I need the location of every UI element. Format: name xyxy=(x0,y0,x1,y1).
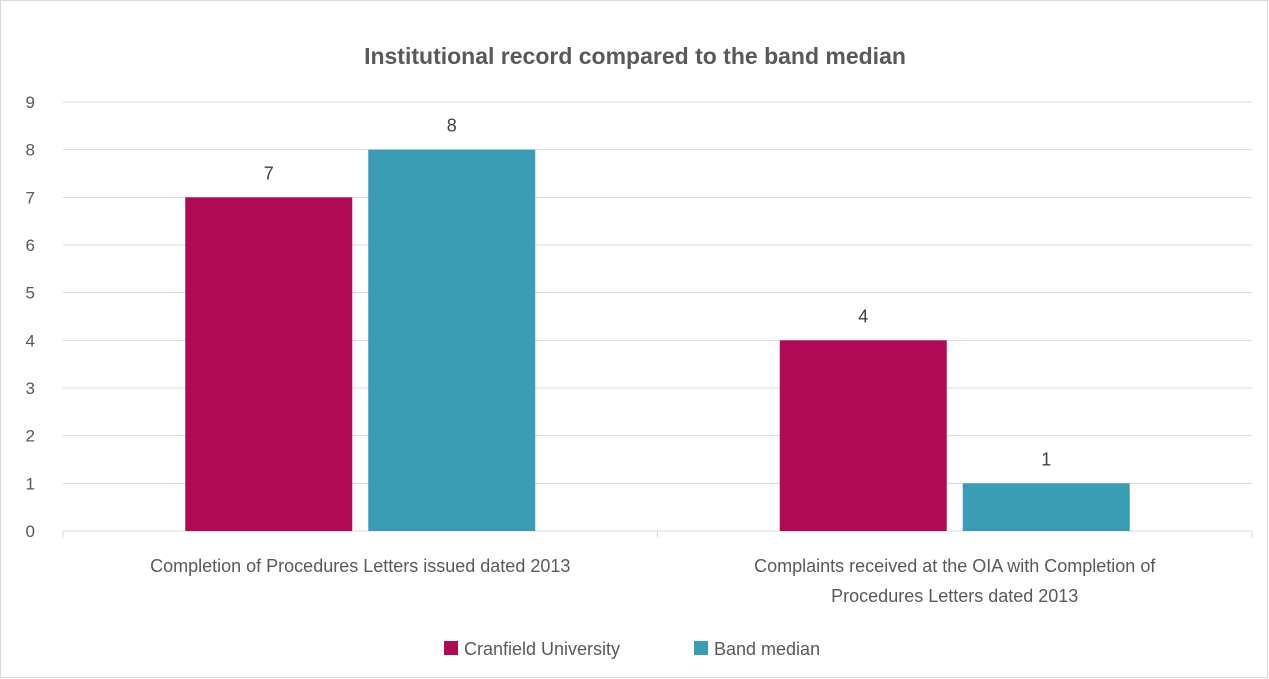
y-axis-ticks: 0 1 2 3 4 5 6 7 8 9 xyxy=(26,93,35,541)
bars xyxy=(185,149,1130,532)
bar-band-median xyxy=(962,483,1130,531)
category-labels: Completion of Procedures Letters issued … xyxy=(150,556,1156,606)
y-tick-label: 1 xyxy=(26,474,35,493)
bar-cranfield-university xyxy=(185,197,353,532)
data-label: 1 xyxy=(1041,449,1051,469)
x-category-label: Procedures Letters dated 2013 xyxy=(831,586,1078,606)
bar-cranfield-university xyxy=(779,340,947,531)
data-labels: 7 8 4 1 xyxy=(264,116,1052,470)
x-category-label: Complaints received at the OIA with Comp… xyxy=(754,556,1156,576)
y-tick-label: 5 xyxy=(26,284,35,303)
data-label: 7 xyxy=(264,163,274,183)
data-label: 4 xyxy=(858,306,868,326)
chart-title: Institutional record compared to the ban… xyxy=(364,43,906,69)
y-tick-label: 3 xyxy=(26,379,35,398)
y-tick-label: 0 xyxy=(26,522,35,541)
y-tick-label: 8 xyxy=(26,141,35,160)
y-tick-label: 6 xyxy=(26,236,35,255)
y-tick-label: 9 xyxy=(26,93,35,112)
data-label: 8 xyxy=(447,116,457,136)
y-tick-label: 2 xyxy=(26,427,35,446)
legend: Cranfield University Band median xyxy=(444,639,820,659)
legend-label: Cranfield University xyxy=(464,639,620,659)
legend-label: Band median xyxy=(714,639,820,659)
x-category-label: Completion of Procedures Letters issued … xyxy=(150,556,570,576)
y-tick-label: 4 xyxy=(26,331,35,350)
legend-swatch xyxy=(694,641,708,655)
legend-swatch xyxy=(444,641,458,655)
bar-band-median xyxy=(368,149,536,531)
y-tick-label: 7 xyxy=(26,188,35,207)
